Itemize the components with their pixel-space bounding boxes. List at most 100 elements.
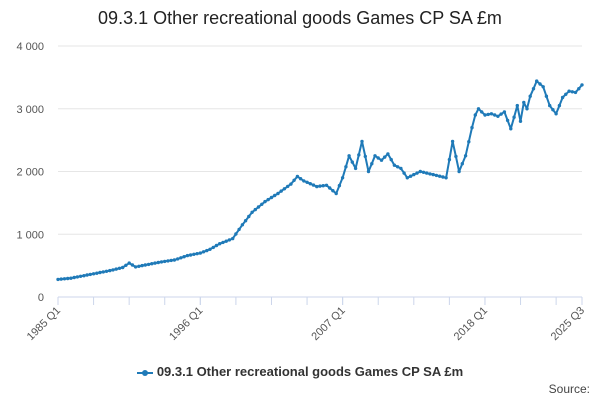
data-point[interactable] [450,139,455,144]
data-point[interactable] [72,275,76,280]
data-point[interactable] [308,182,312,186]
data-point[interactable] [305,180,309,184]
data-point[interactable] [366,169,371,174]
legend[interactable]: 09.3.1 Other recreational goods Games CP… [0,364,600,379]
data-point[interactable] [127,261,131,265]
data-point[interactable] [538,82,542,86]
data-point[interactable] [108,268,112,273]
data-point[interactable] [185,253,190,258]
data-point[interactable] [163,259,167,264]
data-point[interactable] [331,189,335,193]
data-point[interactable] [460,162,464,166]
data-point[interactable] [350,160,354,164]
data-point[interactable] [146,262,151,267]
data-point[interactable] [298,177,303,181]
data-point[interactable] [441,175,445,179]
data-point[interactable] [130,263,135,267]
data-point[interactable] [480,110,484,114]
data-point[interactable] [318,184,322,188]
data-point[interactable] [227,238,232,242]
data-point[interactable] [311,183,316,187]
data-point[interactable] [431,172,435,177]
data-point[interactable] [295,174,300,179]
data-point[interactable] [347,154,351,158]
data-point[interactable] [166,259,170,263]
data-point[interactable] [153,261,157,265]
data-point[interactable] [522,100,526,105]
data-point[interactable] [541,85,545,89]
data-point[interactable] [438,174,442,178]
data-point[interactable] [124,263,128,267]
data-point[interactable] [509,127,513,131]
data-point[interactable] [69,276,73,280]
data-point[interactable] [334,191,338,196]
data-point[interactable] [470,125,474,130]
data-point[interactable] [269,195,274,200]
data-point[interactable] [496,114,500,119]
data-point[interactable] [483,113,487,117]
data-point[interactable] [111,268,115,272]
data-point[interactable] [104,269,109,273]
data-point[interactable] [256,205,261,209]
data-point[interactable] [182,255,186,259]
data-point[interactable] [544,94,549,98]
data-point[interactable] [211,245,215,250]
data-point[interactable] [263,199,267,204]
data-point[interactable] [489,112,494,116]
data-point[interactable] [376,156,380,160]
data-point[interactable] [463,154,468,158]
data-point[interactable] [502,110,507,114]
data-point[interactable] [473,113,477,117]
data-point[interactable] [515,103,519,108]
data-point[interactable] [557,103,562,108]
data-point[interactable] [133,265,138,269]
data-point[interactable] [412,172,416,177]
data-point[interactable] [548,103,552,108]
data-point[interactable] [234,232,238,236]
data-point[interactable] [402,171,406,175]
data-point[interactable] [192,252,196,256]
data-point[interactable] [518,119,523,124]
data-point[interactable] [179,256,183,260]
data-point[interactable] [328,186,332,190]
data-point[interactable] [389,157,393,162]
data-point[interactable] [91,272,96,276]
data-point[interactable] [85,273,89,277]
data-point[interactable] [577,87,581,91]
data-point[interactable] [208,247,212,251]
data-point[interactable] [266,197,270,202]
data-point[interactable] [408,174,413,178]
data-point[interactable] [392,163,397,167]
data-point[interactable] [176,257,180,261]
data-point[interactable] [250,210,254,214]
data-point[interactable] [247,214,251,219]
data-point[interactable] [214,243,219,248]
data-point[interactable] [156,260,160,265]
data-point[interactable] [321,184,325,188]
data-point[interactable] [159,260,164,264]
data-point[interactable] [493,113,497,117]
data-point[interactable] [240,223,245,227]
data-point[interactable] [344,165,348,169]
data-point[interactable] [117,266,122,270]
data-point[interactable] [418,169,422,174]
data-point[interactable] [243,219,248,223]
data-point[interactable] [98,270,102,275]
data-point[interactable] [137,264,141,268]
data-point[interactable] [567,89,571,93]
data-point[interactable] [467,140,471,144]
data-point[interactable] [454,154,458,159]
data-point[interactable] [528,94,532,98]
data-point[interactable] [198,251,202,255]
data-point[interactable] [512,115,516,119]
data-point[interactable] [66,276,70,281]
data-point[interactable] [525,107,529,111]
data-point[interactable] [383,155,387,159]
data-point[interactable] [570,90,574,94]
data-point[interactable] [370,162,374,166]
data-point[interactable] [260,202,264,206]
data-point[interactable] [499,112,503,116]
data-point[interactable] [554,112,558,116]
data-point[interactable] [340,176,345,180]
data-point[interactable] [415,171,419,175]
